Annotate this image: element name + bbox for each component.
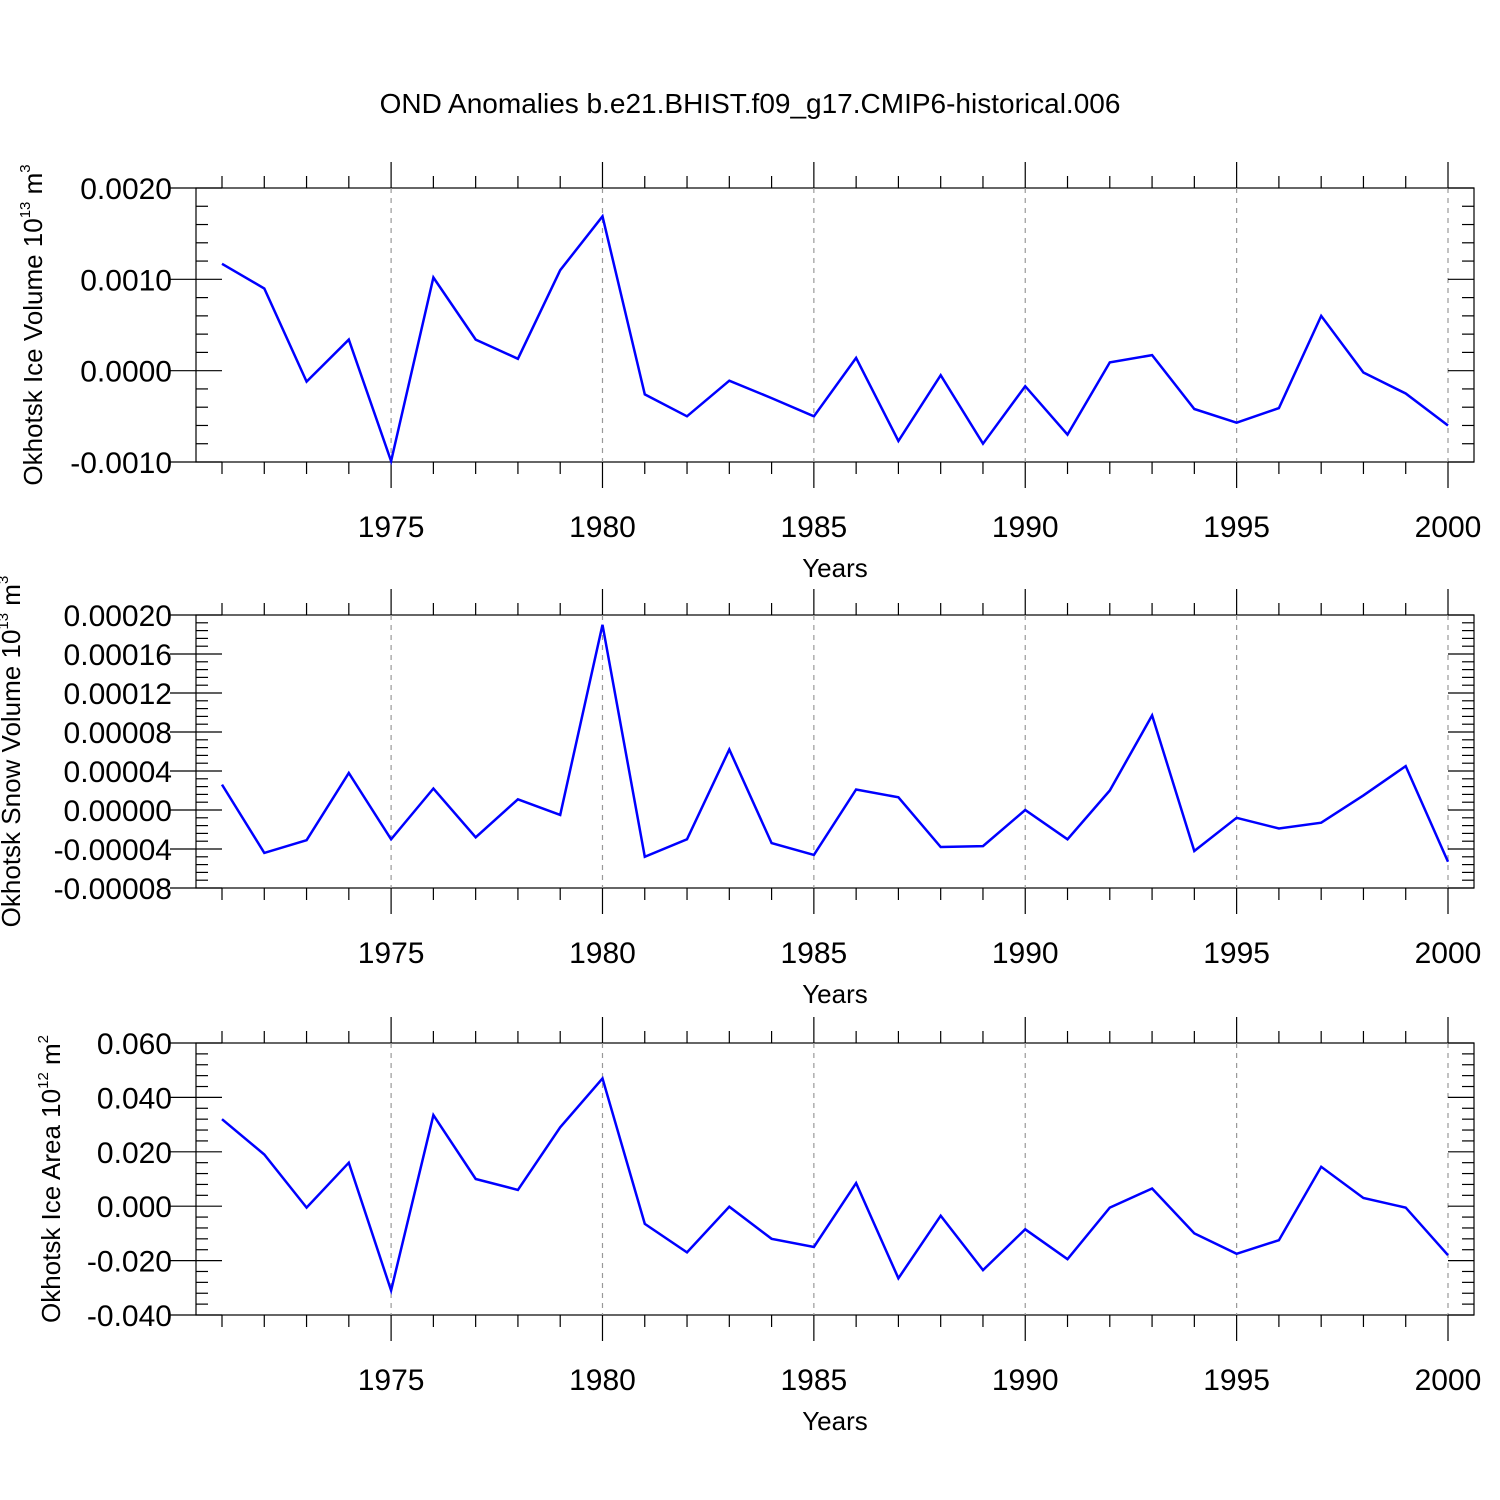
y-tick-label: -0.0010 [70, 447, 172, 480]
x-tick-label: 1980 [569, 1364, 636, 1397]
y-tick-label: 0.00004 [64, 756, 172, 789]
y-tick-label: 0.00016 [64, 639, 172, 672]
x-tick-label: 1975 [358, 1364, 425, 1397]
chart-panels: -0.0010 0.0000 0.0010 0.0020 1975 1980 1985 199… [0, 162, 1481, 1436]
y-tick-label: 0.000 [97, 1191, 172, 1224]
x-tick-label: 1990 [992, 511, 1059, 544]
chart-panel-2: -0.00008 -0.00004 0.00000 0.00004 0.00008 0.0… [0, 576, 1481, 1009]
y-axis-label: Okhotsk Snow Volume 1013 m3 [0, 576, 26, 928]
x-tick-label: 1980 [569, 511, 636, 544]
plot-frame [195, 1042, 1475, 1316]
x-tick-label: 1975 [358, 937, 425, 970]
x-tick-label: 1985 [780, 511, 847, 544]
x-axis-label: Years [802, 1406, 868, 1436]
x-tick-label: 1990 [992, 937, 1059, 970]
plot-frame [195, 614, 1475, 889]
y-tick-label: 0.040 [97, 1082, 172, 1115]
x-tick-label: 1990 [992, 1364, 1059, 1397]
y-tick-label: 0.00000 [64, 795, 172, 828]
x-tick-label: 1995 [1203, 511, 1270, 544]
y-tick-label: -0.040 [87, 1300, 172, 1333]
series-line [220, 624, 1450, 863]
y-tick-label: 0.00008 [64, 717, 172, 750]
x-tick-label: 1995 [1203, 937, 1270, 970]
x-tick-label: 2000 [1415, 1364, 1482, 1397]
chart-panel-3: -0.040 -0.020 0.000 0.020 0.040 0.060 1975 1980… [35, 1017, 1481, 1436]
y-tick-label: 0.00012 [64, 678, 172, 711]
y-tick-label: 0.060 [97, 1028, 172, 1061]
y-tick-label: -0.00004 [54, 834, 172, 867]
x-axis-label: Years [802, 553, 868, 583]
x-tick-label: 1995 [1203, 1364, 1270, 1397]
y-axis-label: Okhotsk Ice Volume 1013 m3 [17, 164, 48, 485]
x-tick-label: 1985 [780, 937, 847, 970]
y-tick-label: 0.020 [97, 1137, 172, 1170]
chart-panel-1: -0.0010 0.0000 0.0010 0.0020 1975 1980 1985 199… [17, 162, 1481, 583]
y-tick-label: 0.0020 [80, 173, 172, 206]
y-tick-label: 0.0000 [80, 356, 172, 389]
y-tick-label: -0.00008 [54, 873, 172, 906]
x-axis-label: Years [802, 979, 868, 1009]
x-tick-label: 2000 [1415, 937, 1482, 970]
y-tick-label: -0.020 [87, 1246, 172, 1279]
y-tick-label: 0.0010 [80, 264, 172, 297]
plot-frame [195, 187, 1475, 463]
x-tick-label: 1985 [780, 1364, 847, 1397]
figure-title: OND Anomalies b.e21.BHIST.f09_g17.CMIP6-… [380, 88, 1121, 119]
y-tick-label: 0.00020 [64, 600, 172, 633]
x-tick-label: 1975 [358, 511, 425, 544]
series-line [221, 213, 1449, 466]
y-axis-label: Okhotsk Ice Area 1012 m2 [35, 1035, 66, 1323]
series-line [221, 1075, 1449, 1296]
x-tick-label: 2000 [1415, 511, 1482, 544]
x-tick-label: 1980 [569, 937, 636, 970]
